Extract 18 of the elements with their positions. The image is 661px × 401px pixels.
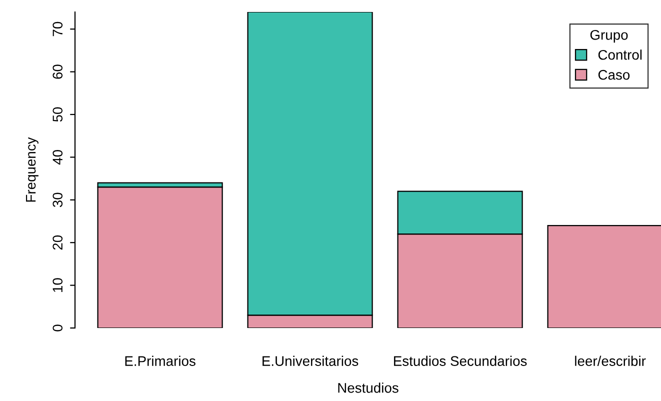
legend-label: Caso bbox=[598, 70, 630, 80]
y-tick-label: 20 bbox=[52, 235, 63, 250]
x-tick-label: leer/escribir bbox=[575, 356, 646, 366]
y-tick-label: 60 bbox=[52, 64, 63, 79]
y-axis-title: Frequency bbox=[26, 137, 38, 202]
y-tick-label: 50 bbox=[52, 107, 63, 122]
bar bbox=[97, 186, 223, 328]
y-tick-label: 10 bbox=[52, 278, 63, 292]
x-tick-label: E.Primarios bbox=[125, 356, 196, 366]
legend-title: Grupo bbox=[590, 30, 628, 43]
legend-label: Control bbox=[598, 50, 642, 60]
y-tick-label: 30 bbox=[52, 192, 63, 208]
x-tick-label: E.Universitarios bbox=[262, 356, 358, 366]
x-tick-label: Estudios Secundarios bbox=[394, 356, 527, 366]
y-tick-label: 70 bbox=[52, 22, 63, 36]
x-axis-title: Nestudios bbox=[338, 382, 398, 393]
y-tick-label: 0 bbox=[52, 324, 63, 332]
y-tick-label: 40 bbox=[52, 150, 63, 165]
